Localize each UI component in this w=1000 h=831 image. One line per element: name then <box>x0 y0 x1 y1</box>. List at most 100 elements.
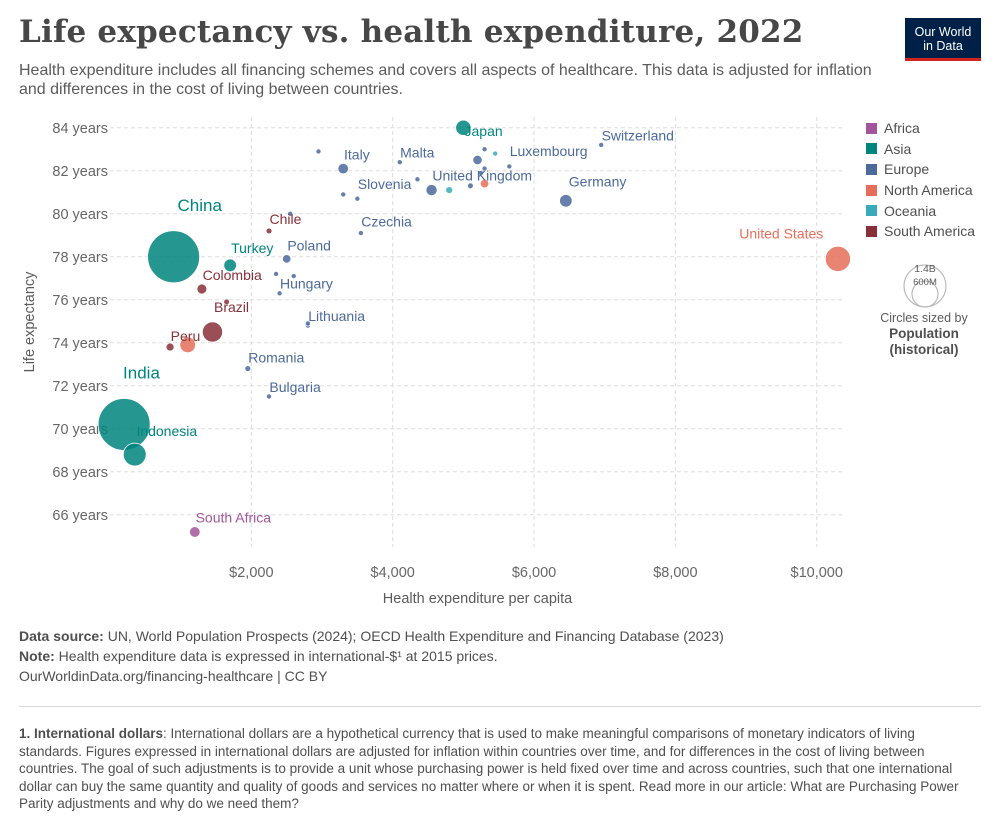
footnote: 1. International dollars: International … <box>19 725 981 813</box>
y-axis-label: Life expectancy <box>22 271 38 373</box>
footnote-title: 1. International dollars <box>19 726 164 741</box>
label-peru: Peru <box>171 328 201 344</box>
label-slovenia: Slovenia <box>358 176 412 192</box>
point-indonesia[interactable] <box>122 442 147 467</box>
label-germany: Germany <box>569 174 627 190</box>
y-tick-label: 68 years <box>52 465 108 481</box>
size-note-text: Circles sized by <box>880 311 968 325</box>
point[interactable] <box>472 154 483 166</box>
point-switzerland[interactable] <box>598 141 605 148</box>
size-label-small: 600M <box>913 277 937 288</box>
legend-item-asia[interactable]: Asia <box>866 139 975 160</box>
point[interactable] <box>414 176 421 183</box>
size-note-bold-2: (historical) <box>889 342 959 357</box>
point-bulgaria[interactable] <box>266 393 273 400</box>
point-united-states[interactable] <box>824 245 851 272</box>
size-legend-circles: 1.4B 600M <box>903 263 947 308</box>
point[interactable] <box>179 336 197 354</box>
label-colombia: Colombia <box>203 267 262 283</box>
size-label-large: 1.4B <box>914 263 936 275</box>
grid-lines <box>110 117 845 547</box>
x-tick-label: $10,000 <box>791 565 843 581</box>
point-peru[interactable] <box>165 342 175 352</box>
point-colombia[interactable] <box>196 283 208 295</box>
label-japan: Japan <box>465 123 503 139</box>
label-romania: Romania <box>248 350 304 366</box>
point-slovenia[interactable] <box>354 195 361 202</box>
point-poland[interactable] <box>282 254 292 264</box>
point-malta[interactable] <box>396 159 403 166</box>
point[interactable] <box>304 320 311 327</box>
point[interactable] <box>492 150 499 157</box>
y-tick-label: 84 years <box>52 121 108 137</box>
legend-swatch <box>866 225 877 237</box>
legend-swatch <box>866 163 877 175</box>
label-malta: Malta <box>400 145 434 161</box>
source-label: Data source: <box>19 628 104 644</box>
label-indonesia: Indonesia <box>136 423 197 439</box>
source-text: UN, World Population Prospects (2024); O… <box>107 628 724 644</box>
label-czechia: Czechia <box>361 214 412 230</box>
legend-item-north-america[interactable]: North America <box>866 180 975 201</box>
label-switzerland: Switzerland <box>602 127 674 143</box>
point-turkey[interactable] <box>223 258 237 273</box>
point[interactable] <box>478 169 485 176</box>
y-tick-label: 80 years <box>52 207 108 223</box>
label-lithuania: Lithuania <box>308 308 365 324</box>
point-china[interactable] <box>147 230 201 284</box>
legend-label: Africa <box>884 120 920 137</box>
point-chile[interactable] <box>265 227 273 235</box>
size-circle-small <box>911 280 939 308</box>
legend-swatch <box>866 184 877 196</box>
point-romania[interactable] <box>244 365 252 372</box>
point[interactable] <box>287 210 294 217</box>
point-japan[interactable] <box>455 119 472 136</box>
point[interactable] <box>481 165 488 172</box>
label-china: China <box>178 196 223 215</box>
footnote-divider <box>19 706 981 707</box>
point[interactable] <box>445 186 454 195</box>
chart-title: Life expectancy vs. health expenditure, … <box>19 14 804 50</box>
footnote-text: : International dollars are a hypothetic… <box>19 726 959 811</box>
point-hungary[interactable] <box>276 290 283 297</box>
point-germany[interactable] <box>559 194 573 208</box>
axes: 66 years 68 years 70 years 72 years 74 years… <box>22 121 843 607</box>
region-legend: Africa Asia Europe North America Oceania Sout… <box>866 118 975 242</box>
point-czechia[interactable] <box>357 230 364 237</box>
point[interactable] <box>223 298 230 306</box>
chart-footer: Data source: UN, World Population Prospe… <box>19 626 724 686</box>
size-legend: 1.4B 600M <box>872 256 978 313</box>
label-poland: Poland <box>287 238 331 254</box>
x-tick-label: $4,000 <box>371 565 415 581</box>
x-tick-label: $8,000 <box>653 565 697 581</box>
point[interactable] <box>467 182 474 190</box>
point[interactable] <box>315 148 322 155</box>
source-link[interactable]: OurWorldinData.org/financing-healthcare … <box>19 668 328 684</box>
y-tick-label: 76 years <box>52 293 108 309</box>
point-brazil[interactable] <box>201 321 224 343</box>
point-south-africa[interactable] <box>189 526 201 538</box>
point-united-kingdom[interactable] <box>425 184 438 197</box>
legend-swatch <box>866 122 877 134</box>
legend-item-oceania[interactable]: Oceania <box>866 200 975 221</box>
x-tick-label: $6,000 <box>512 565 556 581</box>
legend-label: Europe <box>884 161 930 178</box>
point[interactable] <box>290 273 297 280</box>
point[interactable] <box>479 178 490 189</box>
legend-item-south-america[interactable]: South America <box>866 221 975 242</box>
legend-item-africa[interactable]: Africa <box>866 118 975 139</box>
data-points <box>97 119 851 538</box>
y-tick-label: 74 years <box>52 336 108 352</box>
label-brazil: Brazil <box>214 299 249 315</box>
point[interactable] <box>273 270 280 277</box>
label-india: India <box>123 363 160 382</box>
y-tick-label: 72 years <box>52 379 108 395</box>
y-tick-label: 70 years <box>52 422 108 438</box>
point-labels: China India United States Indonesia Brazil Ja… <box>123 123 823 526</box>
point-italy[interactable] <box>337 162 349 175</box>
point[interactable] <box>340 191 347 198</box>
owid-logo[interactable]: Our World in Data <box>905 18 981 61</box>
point-luxembourg[interactable] <box>506 163 513 170</box>
legend-item-europe[interactable]: Europe <box>866 159 975 180</box>
point[interactable] <box>481 146 488 153</box>
